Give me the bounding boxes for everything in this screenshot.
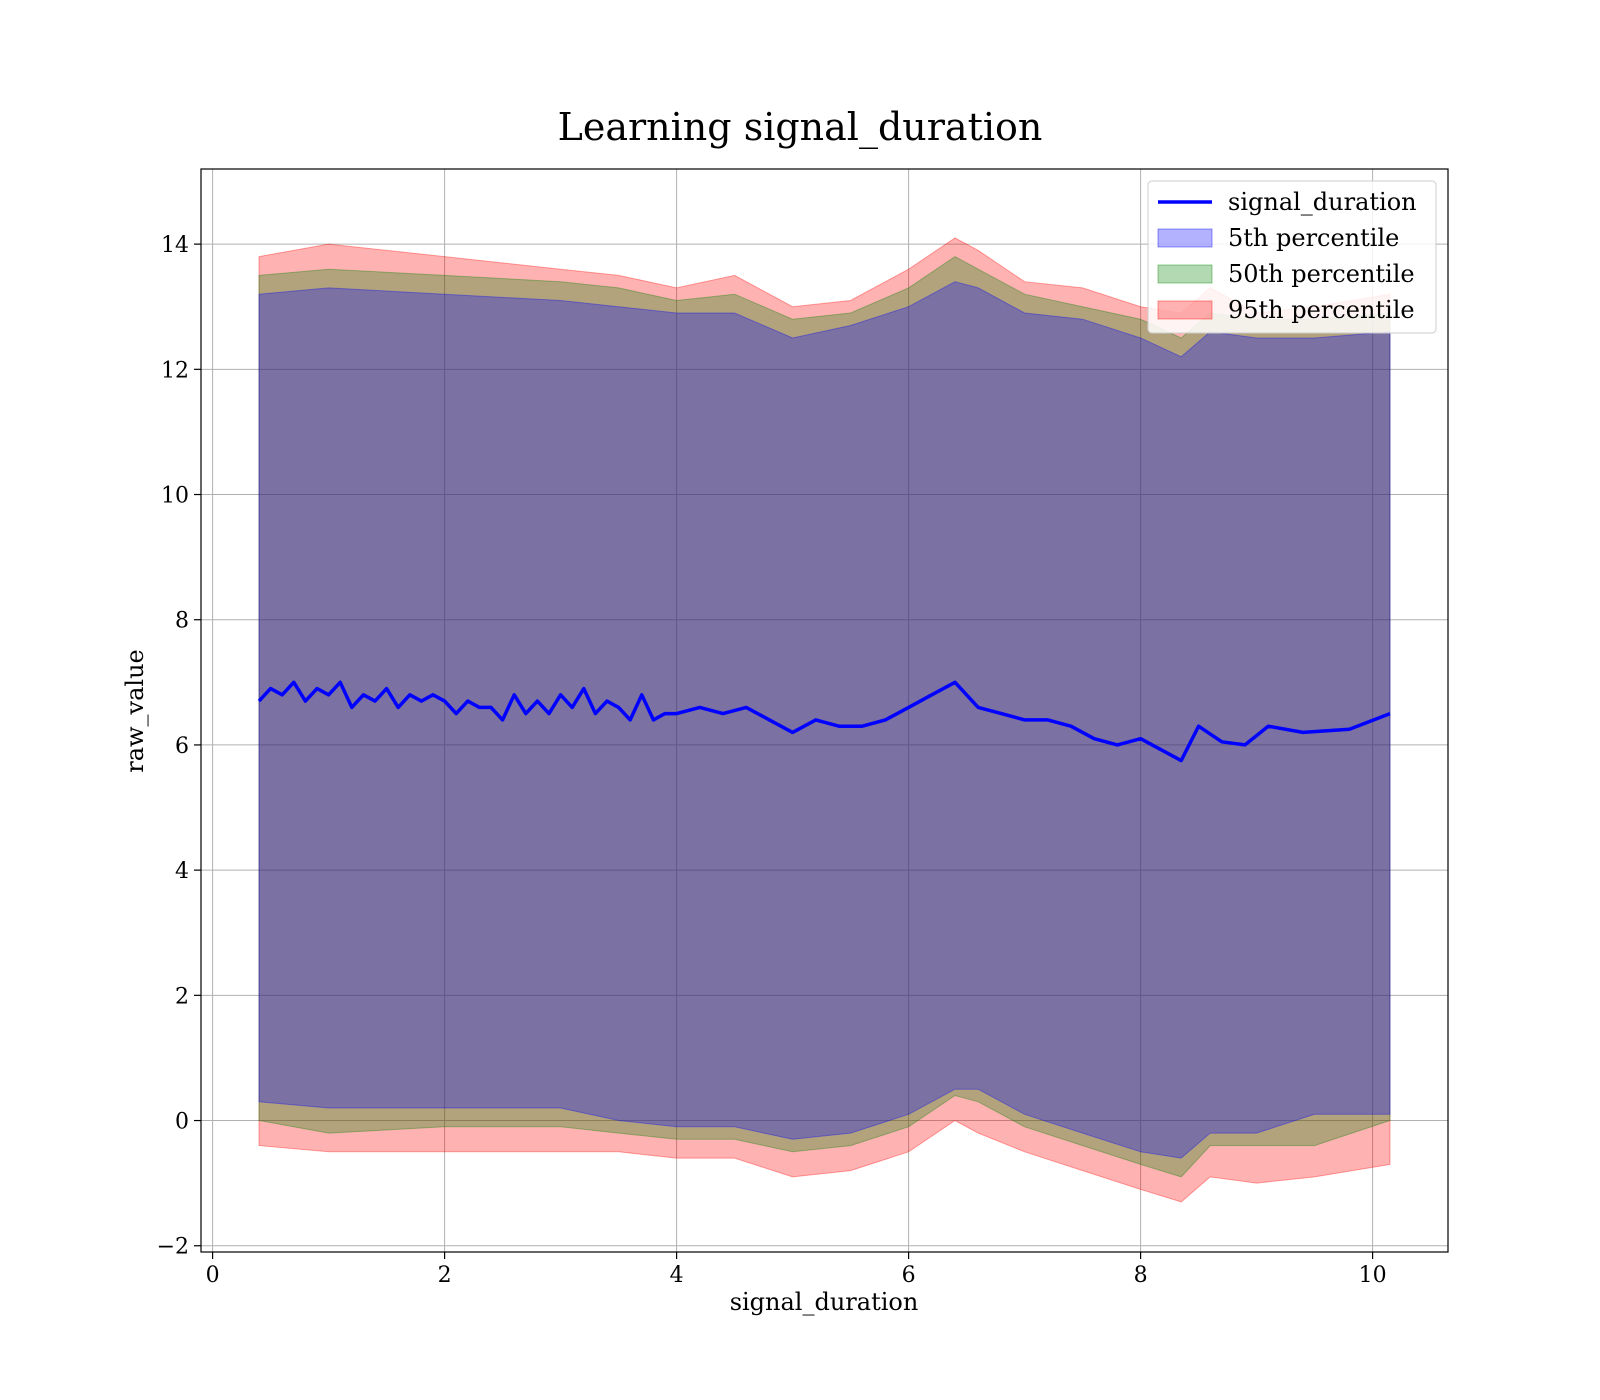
x-tick-label: 10 xyxy=(1359,1263,1387,1288)
chart-title: Learning signal_duration xyxy=(558,105,1043,150)
x-axis-label: signal_duration xyxy=(730,1288,919,1316)
y-tick-label: 8 xyxy=(175,609,189,634)
y-tick-label: 10 xyxy=(161,484,189,509)
legend-label: signal_duration xyxy=(1228,188,1417,216)
legend-band-swatch xyxy=(1157,264,1213,284)
y-ticks: −2 0 2 4 6 8 10 12 14 xyxy=(157,233,201,1260)
plot-frame xyxy=(200,168,1449,1253)
legend-box xyxy=(1147,180,1437,334)
y-tick-label: 14 xyxy=(161,233,189,258)
band-95th-percentile xyxy=(258,237,1391,1203)
legend: signal_duration 5th percentile 50th percen… xyxy=(1147,180,1437,334)
band-5th-percentile xyxy=(258,281,1391,1159)
percentile-bands xyxy=(258,237,1391,1203)
x-tick-label: 4 xyxy=(670,1263,684,1288)
signal-duration-line xyxy=(257,680,1391,763)
y-tick-label: 6 xyxy=(175,734,189,759)
x-ticks: 0 2 4 6 8 10 xyxy=(206,1252,1387,1288)
legend-band-swatch xyxy=(1157,228,1213,248)
legend-band-swatch xyxy=(1157,300,1213,320)
x-tick-label: 6 xyxy=(902,1263,916,1288)
x-tick-label: 8 xyxy=(1134,1263,1148,1288)
legend-label: 95th percentile xyxy=(1228,296,1415,324)
band-50th-percentile xyxy=(258,256,1391,1178)
signal-line xyxy=(257,680,1391,763)
y-tick-label: −2 xyxy=(157,1235,189,1260)
y-tick-label: 4 xyxy=(175,859,189,884)
x-tick-label: 2 xyxy=(438,1263,452,1288)
y-tick-label: 0 xyxy=(175,1110,189,1135)
y-tick-label: 12 xyxy=(161,358,189,383)
x-tick-label: 0 xyxy=(206,1263,220,1288)
y-tick-label: 2 xyxy=(175,984,189,1009)
grid xyxy=(201,169,1448,1252)
legend-label: 5th percentile xyxy=(1228,224,1399,252)
legend-label: 50th percentile xyxy=(1228,260,1415,288)
y-axis-label: raw_value xyxy=(121,649,149,773)
